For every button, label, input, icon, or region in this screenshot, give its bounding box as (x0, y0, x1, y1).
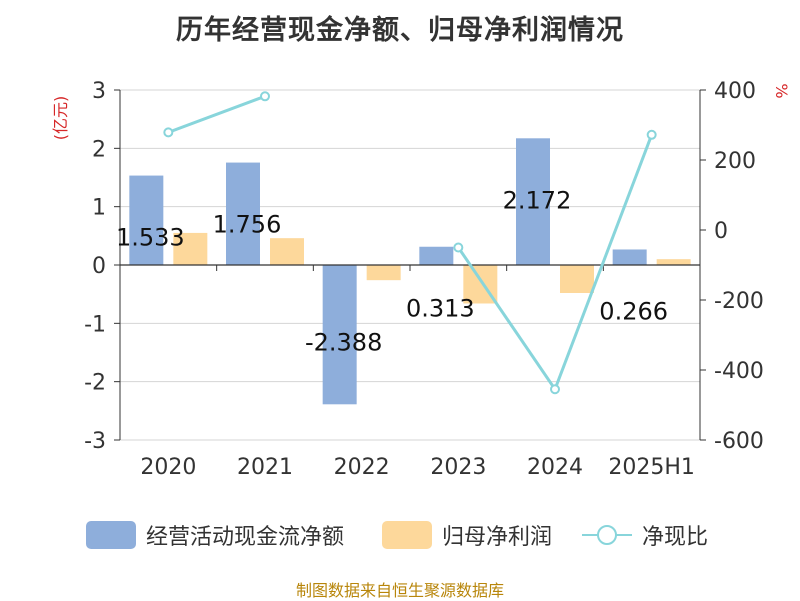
legend-label-profit: 归母净利润 (442, 525, 553, 550)
y-left-tick-label: -3 (84, 429, 106, 454)
y-right-tick-label: -200 (714, 289, 764, 314)
bar-cashflow (612, 249, 647, 265)
y-right-tick-label: 0 (714, 219, 728, 244)
y-left-tick-label: 1 (92, 196, 106, 221)
bar-profit (560, 265, 594, 293)
legend-swatch-ratio (582, 521, 632, 549)
y-left-tick-label: 0 (92, 254, 106, 279)
legend-label-cashflow: 经营活动现金流净额 (146, 525, 345, 550)
legend-item-cashflow[interactable]: 经营活动现金流净额 (86, 517, 344, 553)
ratio-line-segment (167, 94, 266, 134)
y-left-tick-label: -1 (84, 312, 106, 337)
legend-item-profit[interactable]: 归母净利润 (382, 517, 552, 553)
y-left-tick-label: -2 (84, 371, 106, 396)
bar-cashflow (419, 246, 454, 265)
y-left-axis-label: (亿元) (51, 96, 70, 141)
bar-cashflow (516, 138, 550, 265)
x-tick-label: 2024 (527, 455, 583, 480)
x-tick-label: 2021 (237, 455, 293, 480)
y-right-axis-label: % (772, 83, 791, 98)
ratio-line (163, 91, 657, 395)
ratio-line-segment (553, 134, 654, 390)
bar-cashflow (226, 162, 260, 265)
data-label-cashflow: 1.756 (213, 211, 282, 239)
y-left-tick-label: 2 (92, 137, 106, 162)
ratio-point (550, 384, 560, 395)
ratio-point (646, 129, 657, 140)
bar-profit (173, 232, 208, 265)
data-label-cashflow: -2.388 (305, 328, 382, 356)
x-tick-label: 2022 (334, 455, 390, 480)
x-tick-label: 2020 (140, 455, 196, 480)
legend-item-ratio[interactable]: 净现比 (582, 517, 708, 553)
legend-swatch-cashflow (86, 521, 136, 549)
y-right-tick-label: -400 (714, 359, 764, 384)
ratio-point (163, 127, 174, 138)
legend-label-ratio: 净现比 (642, 525, 709, 550)
ratio-line-segment (457, 246, 557, 391)
x-tick-label: 2025H1 (608, 455, 695, 480)
bars (129, 138, 691, 405)
data-label-cashflow: 2.172 (503, 186, 572, 214)
y-left-tick-label: 3 (92, 79, 106, 104)
y-right-tick-label: 400 (714, 79, 756, 104)
bar-profit (366, 265, 401, 281)
legend-swatch-profit (382, 521, 432, 549)
bar-cashflow (129, 175, 164, 265)
bar-profit (656, 259, 691, 265)
data-label-cashflow: 1.533 (116, 224, 185, 252)
bar-cashflow (322, 265, 357, 405)
bar-profit (270, 238, 304, 265)
axes: 3 2 1 0 -1 -2 -3 400 200 0 -200 -400 -600 2020 2021 202… (51, 79, 791, 480)
ratio-point (453, 242, 464, 253)
legend: 经营活动现金流净额 归母净利润 净现比 (0, 517, 800, 553)
y-right-tick-label: -600 (714, 429, 764, 454)
data-label-cashflow: 0.313 (406, 295, 475, 323)
ratio-point (260, 91, 270, 102)
y-right-tick-label: 200 (714, 149, 756, 174)
data-label-cashflow: 0.266 (599, 297, 668, 325)
chart-title: 历年经营现金净额、归母净利润情况 (176, 15, 624, 46)
source-note: 制图数据来自恒生聚源数据库 (295, 581, 504, 600)
data-labels: 1.533 1.756 -2.388 0.313 2.172 0.266 (116, 186, 668, 356)
x-tick-label: 2023 (430, 455, 486, 480)
